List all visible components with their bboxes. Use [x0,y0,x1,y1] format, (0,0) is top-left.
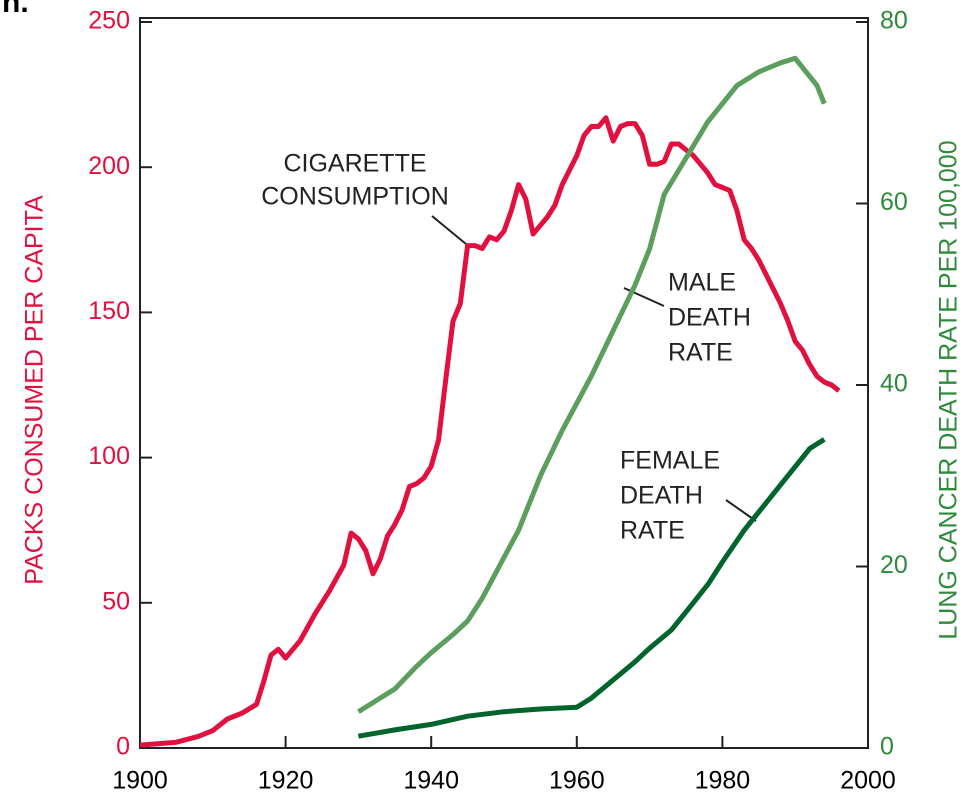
y2-tick-label: 40 [880,370,908,398]
x-tick-label: 1960 [549,767,605,795]
data-line [357,55,827,714]
y-tick-label: 250 [88,7,130,35]
leader-line [431,215,467,245]
y-tick-label: 0 [116,733,130,761]
y-tick-label: 200 [88,152,130,180]
annotation: DEATH [668,304,751,332]
annotation: CIGARETTE [283,150,426,178]
y2-tick-label: 60 [880,188,908,216]
x-tick-label: 1980 [695,767,751,795]
annotation: CONSUMPTION [261,183,449,211]
leader-line [725,499,757,522]
x-tick-label: 1940 [403,767,459,795]
y2-tick-label: 20 [880,551,908,579]
annotation: MALE [668,269,736,297]
y-tick-label: 50 [102,587,130,615]
y2-tick-label: 80 [880,7,908,35]
annotation: RATE [620,517,685,545]
x-tick-label: 2000 [840,767,896,795]
data-line [357,437,826,739]
data-line [139,115,841,748]
panel-label: n. [2,0,29,19]
annotation: FEMALE [620,447,720,475]
annotation: DEATH [620,482,703,510]
x-tick-label: 1900 [112,767,168,795]
plot-frame [139,17,869,749]
x-tick-label: 1920 [258,767,314,795]
y-axis-label: PACKS CONSUMED PER CAPITA [21,195,49,585]
y-tick-label: 150 [88,297,130,325]
y2-axis-label: LUNG CANCER DEATH RATE PER 100,000 [935,140,963,639]
y-tick-label: 100 [88,442,130,470]
annotation: RATE [668,339,733,367]
y2-tick-label: 0 [880,733,894,761]
